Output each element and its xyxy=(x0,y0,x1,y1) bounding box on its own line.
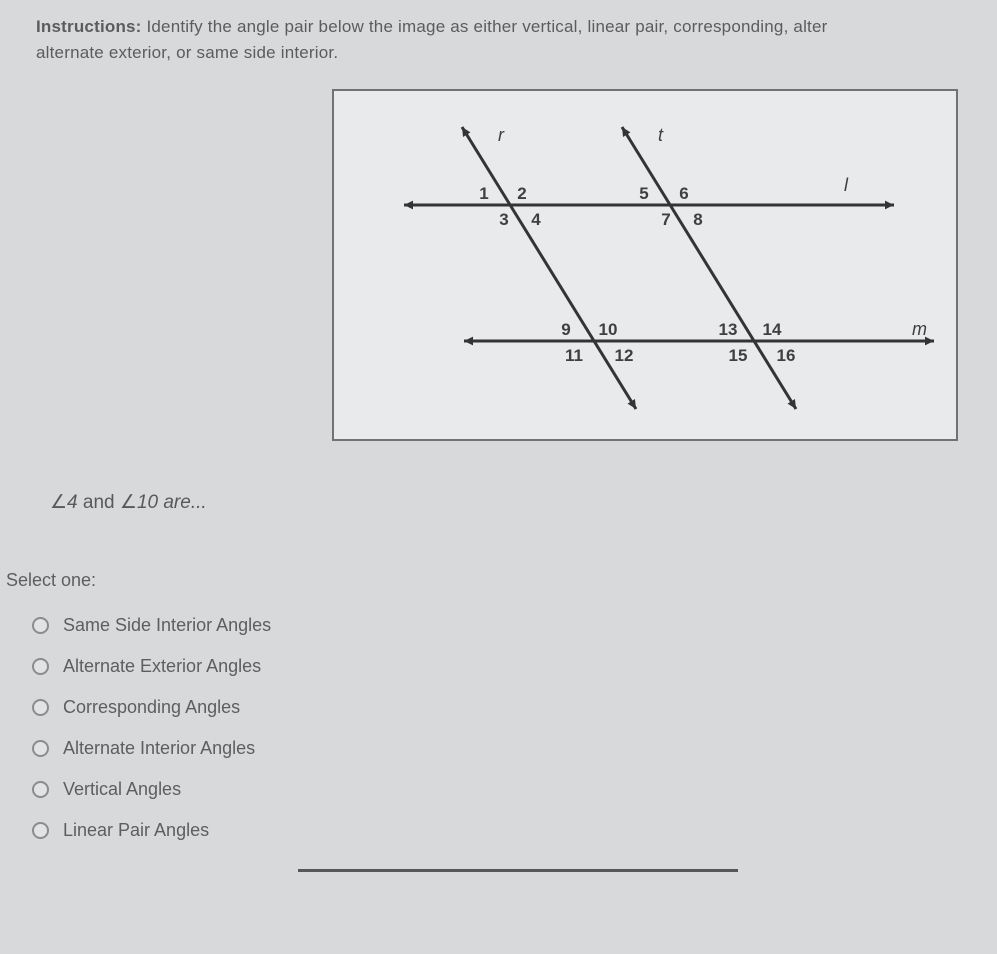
option-label: Alternate Exterior Angles xyxy=(63,656,261,677)
option-label: Vertical Angles xyxy=(63,779,181,800)
svg-text:5: 5 xyxy=(639,184,648,203)
svg-text:6: 6 xyxy=(679,184,688,203)
question-text: ∠4 and ∠10 are... xyxy=(50,491,997,514)
radio-icon xyxy=(32,658,49,675)
select-one-label: Select one: xyxy=(6,570,997,591)
radio-icon xyxy=(32,617,49,634)
svg-text:7: 7 xyxy=(661,210,670,229)
svg-text:m: m xyxy=(912,319,927,339)
option-vertical[interactable]: Vertical Angles xyxy=(32,769,997,810)
option-alternate-interior[interactable]: Alternate Interior Angles xyxy=(32,728,997,769)
instructions-label: Instructions: xyxy=(36,17,142,36)
svg-text:2: 2 xyxy=(517,184,526,203)
radio-icon xyxy=(32,740,49,757)
question-suffix: are... xyxy=(158,492,207,513)
option-same-side-interior[interactable]: Same Side Interior Angles xyxy=(32,605,997,646)
instructions-text-2: alternate exterior, or same side interio… xyxy=(36,43,338,62)
instructions-block: Instructions: Identify the angle pair be… xyxy=(36,14,997,67)
diagram-container: lmrt12345678910111213141516 xyxy=(332,89,997,441)
option-corresponding[interactable]: Corresponding Angles xyxy=(32,687,997,728)
option-label: Corresponding Angles xyxy=(63,697,240,718)
option-label: Same Side Interior Angles xyxy=(63,615,271,636)
page: Instructions: Identify the angle pair be… xyxy=(0,0,997,872)
svg-text:12: 12 xyxy=(615,346,634,365)
svg-text:14: 14 xyxy=(763,320,782,339)
options-group: Same Side Interior Angles Alternate Exte… xyxy=(32,605,997,851)
svg-text:l: l xyxy=(844,175,849,195)
svg-text:11: 11 xyxy=(565,346,583,365)
svg-text:9: 9 xyxy=(561,320,570,339)
radio-icon xyxy=(32,699,49,716)
svg-text:t: t xyxy=(658,125,664,145)
svg-text:r: r xyxy=(498,125,505,145)
option-linear-pair[interactable]: Linear Pair Angles xyxy=(32,810,997,851)
svg-text:3: 3 xyxy=(499,210,508,229)
svg-text:16: 16 xyxy=(777,346,796,365)
instructions-text-1: Identify the angle pair below the image … xyxy=(142,17,828,36)
radio-icon xyxy=(32,822,49,839)
option-alternate-exterior[interactable]: Alternate Exterior Angles xyxy=(32,646,997,687)
svg-text:10: 10 xyxy=(599,320,618,339)
svg-text:13: 13 xyxy=(719,320,738,339)
radio-icon xyxy=(32,781,49,798)
divider-line xyxy=(298,869,738,872)
option-label: Linear Pair Angles xyxy=(63,820,209,841)
diagram-svg: lmrt12345678910111213141516 xyxy=(334,91,960,443)
svg-text:1: 1 xyxy=(479,184,488,203)
svg-text:4: 4 xyxy=(531,210,541,229)
svg-text:8: 8 xyxy=(693,210,702,229)
option-label: Alternate Interior Angles xyxy=(63,738,255,759)
svg-text:15: 15 xyxy=(729,346,748,365)
geometry-diagram: lmrt12345678910111213141516 xyxy=(332,89,958,441)
angle-b: 10 xyxy=(137,492,158,513)
angle-a: 4 xyxy=(67,492,78,513)
